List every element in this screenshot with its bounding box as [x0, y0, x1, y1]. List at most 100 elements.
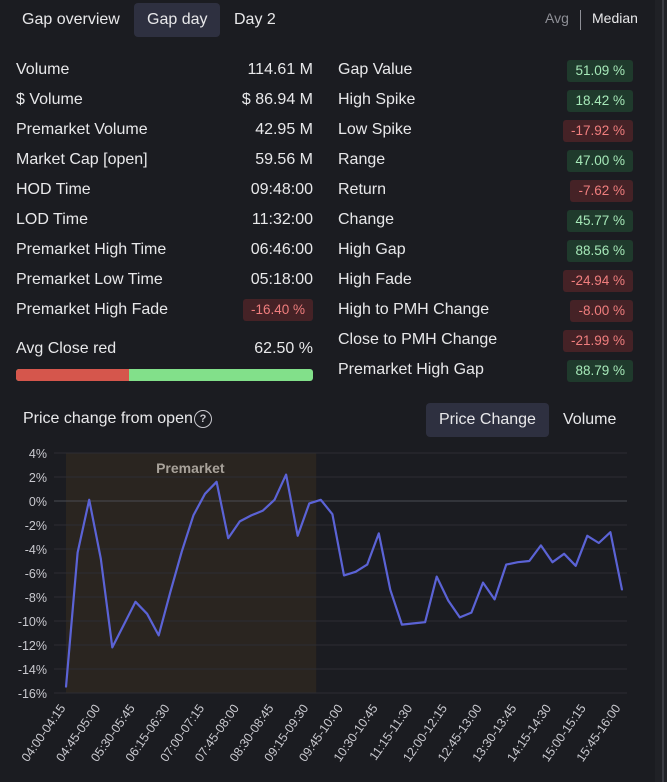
- x-tick-label: 12:45-13:00: [435, 702, 485, 765]
- right-stat-value: 45.77 %: [567, 210, 633, 232]
- left-stat-value: 09:48:00: [250, 181, 313, 198]
- data-point: [273, 499, 276, 501]
- data-point: [146, 613, 148, 615]
- data-point: [111, 646, 114, 649]
- data-point: [169, 591, 172, 593]
- x-tick-label: 09:15-09:30: [262, 702, 312, 765]
- right-stat-value: 18.42 %: [567, 90, 633, 112]
- right-stat-value: -8.00 %: [570, 300, 633, 322]
- data-point: [157, 634, 160, 637]
- data-point: [516, 561, 519, 563]
- data-point: [528, 560, 531, 562]
- tab-day-2[interactable]: Day 2: [234, 11, 276, 28]
- right-stat-value: -17.92 %: [562, 120, 633, 142]
- x-tick-label: 10:30-10:45: [331, 702, 381, 765]
- chart-title: Price change from open: [23, 410, 193, 427]
- avg-close-red-value: 62.50 %: [254, 340, 313, 357]
- help-icon[interactable]: ?: [194, 410, 212, 428]
- left-stat-label: Market Cap [open]: [16, 151, 148, 168]
- x-tick-label: 09:45-10:00: [296, 702, 346, 765]
- left-stat-value: 114.61 M: [247, 61, 313, 78]
- right-stat-value: 51.09 %: [567, 60, 633, 82]
- price-line: [64, 473, 624, 688]
- data-point: [621, 589, 623, 591]
- left-stat-label: Premarket High Time: [16, 241, 167, 258]
- right-stat-value: 88.56 %: [567, 240, 633, 262]
- scrollbar-track[interactable]: [655, 0, 667, 782]
- data-point: [262, 509, 264, 512]
- x-tick-label: 15:00-15:15: [539, 702, 589, 765]
- data-point: [204, 493, 206, 495]
- data-point: [447, 599, 450, 602]
- data-point: [609, 531, 612, 533]
- left-stat-label: Premarket Low Time: [16, 271, 163, 288]
- data-point: [285, 473, 287, 476]
- y-tick-label: -2%: [25, 519, 47, 533]
- data-point: [308, 502, 311, 505]
- tab-gap-overview[interactable]: Gap overview: [22, 11, 120, 28]
- right-stat-value: 47.00 %: [567, 150, 633, 172]
- data-point: [470, 611, 473, 614]
- right-stat-label: Low Spike: [338, 121, 412, 138]
- premarket-label: Premarket: [156, 460, 225, 476]
- tab-bar: Gap overview Gap day Day 2 Avg Median: [5, 0, 655, 40]
- left-stat-value: $ 86.94 M: [241, 91, 313, 108]
- data-point: [215, 481, 218, 483]
- data-point: [250, 514, 253, 517]
- data-point: [412, 622, 415, 625]
- data-point: [424, 621, 426, 623]
- data-point: [354, 571, 357, 573]
- data-point: [331, 513, 334, 515]
- left-stat-value: 11:32:00: [251, 211, 313, 228]
- data-point: [563, 553, 565, 555]
- data-point: [192, 514, 195, 517]
- data-point: [123, 623, 125, 626]
- right-stat-label: Close to PMH Change: [338, 331, 498, 348]
- left-stat-label: Premarket Volume: [16, 121, 148, 138]
- right-stat-value: 88.79 %: [567, 360, 633, 382]
- data-point: [238, 520, 241, 523]
- left-stat-value: 42.95 M: [255, 121, 313, 138]
- right-stat-label: High Fade: [338, 271, 412, 288]
- y-tick-label: 4%: [29, 447, 47, 461]
- y-tick-label: -16%: [18, 687, 47, 701]
- scrollbar-thumb[interactable]: [662, 0, 664, 782]
- data-point: [505, 563, 507, 566]
- right-stat-value: -24.94 %: [562, 270, 633, 292]
- data-point: [586, 535, 589, 537]
- data-point: [65, 686, 67, 688]
- data-point: [134, 601, 137, 603]
- data-point: [181, 550, 183, 553]
- data-point: [296, 535, 299, 537]
- y-tick-label: -10%: [18, 615, 47, 629]
- left-stat-label: Premarket High Fade: [16, 301, 169, 318]
- data-point: [389, 589, 392, 591]
- data-point: [574, 565, 577, 567]
- data-point: [401, 623, 403, 626]
- volume-button[interactable]: Volume: [563, 411, 617, 428]
- data-point: [76, 551, 79, 554]
- avg-toggle[interactable]: Avg: [545, 10, 569, 26]
- y-tick-label: -14%: [18, 663, 47, 677]
- avg-close-red-bar: [16, 369, 313, 381]
- data-point: [598, 542, 600, 544]
- x-tick-label: 07:45-08:00: [192, 702, 242, 765]
- data-point: [343, 574, 345, 577]
- data-point: [493, 598, 496, 601]
- median-toggle[interactable]: Median: [592, 10, 638, 26]
- y-tick-label: -12%: [18, 639, 47, 653]
- y-tick-label: -6%: [25, 567, 47, 581]
- toggle-divider: [580, 10, 581, 30]
- data-point: [551, 561, 554, 563]
- data-point: [227, 537, 229, 539]
- left-stat-value: 06:46:00: [250, 241, 313, 258]
- y-tick-label: 2%: [29, 471, 47, 485]
- data-point: [540, 544, 542, 547]
- x-tick-label: 06:15-06:30: [123, 702, 173, 765]
- data-point: [435, 575, 438, 578]
- price-change-button[interactable]: Price Change: [426, 403, 549, 437]
- tab-gap-day[interactable]: Gap day: [134, 3, 221, 37]
- y-tick-label: -8%: [25, 591, 47, 605]
- right-stat-value: -7.62 %: [570, 180, 633, 202]
